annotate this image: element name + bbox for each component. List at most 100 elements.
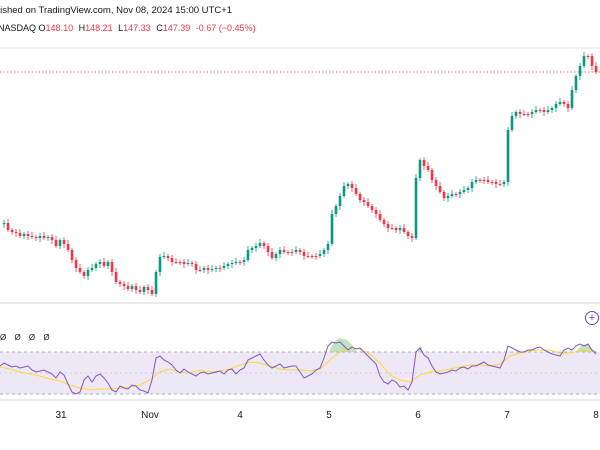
- candle-up: [502, 182, 506, 184]
- candle-up: [574, 76, 578, 90]
- candle-up: [294, 250, 298, 252]
- candle-down: [170, 258, 174, 262]
- candle-down: [178, 262, 182, 263]
- candle-down: [50, 237, 54, 240]
- candle-down: [410, 236, 414, 238]
- candle-down: [182, 262, 186, 264]
- candle-up: [2, 223, 6, 224]
- candle-down: [454, 194, 458, 195]
- candle-up: [330, 214, 334, 244]
- candle-down: [590, 56, 594, 66]
- candle-down: [42, 236, 46, 238]
- candle-down: [30, 236, 34, 237]
- candle-down: [406, 232, 410, 236]
- candle-down: [82, 272, 86, 276]
- x-tick-label: 4: [237, 410, 243, 421]
- candle-up: [530, 112, 534, 114]
- candle-down: [526, 114, 530, 115]
- candle-up: [274, 254, 278, 258]
- candle-down: [114, 272, 118, 282]
- candle-down: [6, 223, 10, 230]
- change-value: -0.67 (−0.45%): [195, 23, 256, 33]
- candle-up: [234, 262, 238, 263]
- candle-down: [150, 290, 154, 294]
- published-line: lished on TradingView.com, Nov 08, 2024 …: [0, 5, 233, 16]
- candle-up: [246, 250, 250, 260]
- candle-down: [498, 184, 502, 185]
- candle-up: [186, 263, 190, 264]
- candles-group: [2, 52, 598, 297]
- candle-down: [350, 184, 354, 188]
- candle-down: [174, 262, 178, 263]
- candle-up: [318, 254, 322, 256]
- candle-down: [434, 180, 438, 186]
- candle-up: [250, 248, 254, 250]
- candle-up: [210, 269, 214, 270]
- candle-down: [442, 192, 446, 198]
- high-key: H: [78, 23, 86, 33]
- chart-header: lished on TradingView.com, Nov 08, 2024 …: [0, 0, 600, 44]
- x-tick-label: 5: [326, 410, 332, 421]
- candle-down: [134, 286, 138, 290]
- candle-down: [298, 250, 302, 252]
- time-axis: 31 Nov 4 5 6 7 8: [55, 410, 599, 421]
- candle-down: [262, 243, 266, 246]
- candle-up: [506, 130, 510, 182]
- open-key: O: [38, 23, 46, 33]
- candle-down: [290, 252, 294, 253]
- candle-up: [338, 196, 342, 206]
- candle-up: [346, 184, 350, 186]
- candle-down: [518, 112, 522, 114]
- candle-down: [402, 228, 406, 232]
- candle-up: [222, 266, 226, 268]
- candle-up: [558, 102, 562, 104]
- candle-up: [58, 240, 62, 246]
- plus-circle-icon[interactable]: +: [585, 311, 599, 325]
- candle-down: [126, 286, 130, 289]
- candle-up: [226, 264, 230, 266]
- candle-down: [122, 284, 126, 286]
- candle-down: [394, 228, 398, 230]
- candle-up: [326, 244, 330, 250]
- candle-up: [162, 256, 166, 257]
- candle-down: [306, 256, 310, 257]
- candle-up: [546, 110, 550, 112]
- candle-down: [66, 244, 70, 250]
- candle-up: [38, 236, 42, 238]
- candle-up: [130, 286, 134, 289]
- candle-down: [386, 224, 390, 228]
- candle-down: [374, 210, 378, 214]
- open-value: 148.10: [45, 23, 74, 33]
- x-tick-label: 7: [504, 410, 510, 421]
- candle-down: [78, 268, 82, 272]
- candle-down: [26, 234, 30, 236]
- candle-down: [314, 256, 318, 257]
- candle-up: [474, 180, 478, 182]
- candle-up: [90, 268, 94, 270]
- candle-up: [278, 250, 282, 254]
- candle-down: [542, 110, 546, 112]
- candle-down: [310, 256, 314, 257]
- candle-down: [270, 252, 274, 258]
- candle-down: [586, 56, 590, 57]
- candle-down: [138, 290, 142, 292]
- candle-up: [582, 56, 586, 66]
- candle-down: [422, 160, 426, 166]
- candle-down: [102, 262, 106, 266]
- candle-down: [302, 252, 306, 256]
- rsi-indicator-label: Ø Ø Ø Ø: [0, 333, 53, 342]
- candle-up: [214, 268, 218, 269]
- candle-down: [594, 66, 598, 72]
- candle-up: [154, 272, 158, 294]
- candle-down: [366, 202, 370, 206]
- candle-down: [198, 270, 202, 271]
- candle-down: [266, 246, 270, 252]
- rsi-ma-line: [0, 347, 597, 391]
- candle-down: [110, 262, 114, 272]
- candle-down: [538, 110, 542, 111]
- candle-down: [62, 240, 66, 244]
- candle-down: [14, 232, 18, 233]
- candle-down: [18, 233, 22, 236]
- candle-up: [450, 194, 454, 196]
